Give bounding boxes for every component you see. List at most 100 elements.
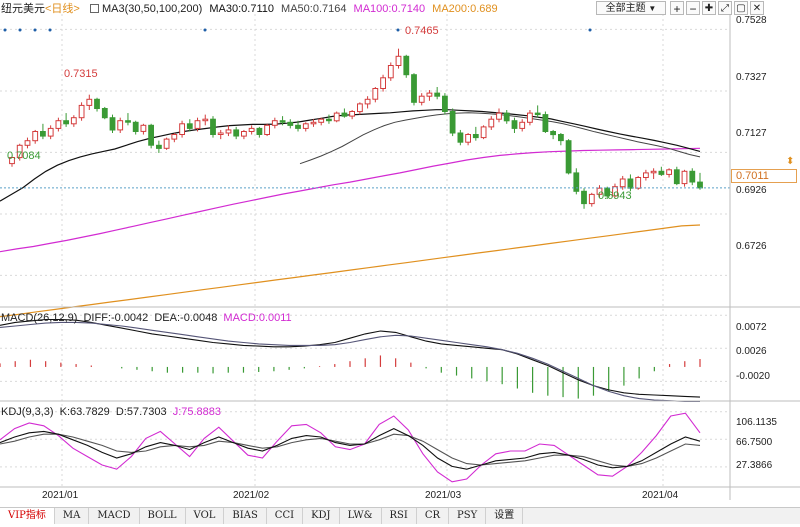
symbol-title: 纽元美元<日线> — [1, 2, 80, 16]
ma100-line — [0, 147, 701, 253]
current-price-tag: 0.7011 — [731, 169, 797, 183]
candle-up — [24, 140, 31, 146]
kdj-d-line — [0, 433, 701, 467]
candle-down — [156, 144, 162, 149]
candle-up — [55, 120, 62, 129]
ma30-value: MA30:0.7110 — [209, 3, 274, 15]
tab-vol[interactable]: VOL — [186, 508, 225, 524]
x-tick-label: 2021/04 — [642, 490, 679, 501]
tab-vip[interactable]: VIP指标 — [0, 508, 55, 524]
kdj-j-line — [0, 412, 701, 483]
current-price-value: 0.7011 — [736, 170, 769, 182]
candle-up — [47, 127, 54, 137]
tab-lw[interactable]: LW& — [340, 508, 382, 524]
window-icon[interactable]: ▢ — [734, 1, 748, 15]
event-marker-dot — [48, 28, 52, 32]
candle-up — [217, 132, 224, 135]
candle-down — [233, 129, 240, 137]
y-tick-label: 0.7327 — [736, 72, 767, 83]
tab-cr[interactable]: CR — [417, 508, 450, 524]
candle-up — [387, 65, 394, 79]
tab-kdj[interactable]: KDJ — [303, 508, 340, 524]
kdj-j-value: J:75.8883 — [172, 406, 222, 418]
candle-up — [666, 169, 673, 175]
low-annotation: 0.6943 — [598, 190, 632, 202]
zoom-out-button[interactable]: − — [686, 1, 700, 16]
candle-up — [635, 177, 642, 189]
event-marker-dot — [18, 28, 22, 32]
tab-bias[interactable]: BIAS — [224, 508, 267, 524]
kdj-y-tick: 27.3866 — [736, 460, 773, 471]
event-marker-dot — [203, 28, 207, 32]
candle-up — [179, 123, 185, 136]
tab-cci[interactable]: CCI — [267, 508, 304, 524]
candle-down — [210, 118, 216, 135]
candle-down — [256, 127, 263, 135]
candle-down — [434, 92, 441, 97]
candle-down — [550, 131, 557, 136]
candle-down — [689, 170, 696, 183]
candle-down — [627, 178, 634, 189]
candle-down — [449, 111, 456, 134]
kdj-layer — [0, 412, 701, 483]
candle-up — [612, 186, 618, 197]
candle-down — [604, 187, 611, 197]
candle-up — [588, 193, 595, 205]
macd-dea-value: DEA:-0.0048 — [154, 312, 218, 324]
candle-down — [341, 112, 348, 117]
ma-legend-checkbox-icon[interactable] — [90, 4, 99, 13]
chevron-down-icon: ▼ — [648, 4, 657, 13]
zoom-in-button[interactable]: + — [670, 1, 684, 16]
candle-up — [496, 112, 502, 120]
tab-psy[interactable]: PSY — [449, 508, 487, 524]
candle-down — [403, 55, 410, 76]
kdj-legend: KDJ(9,3,3) K:63.7829 D:57.7303 J:75.8883 — [1, 405, 221, 419]
event-marker-dot — [396, 28, 400, 32]
candle-down — [697, 181, 703, 189]
macd-title: MACD(26,12,9) — [1, 312, 78, 324]
tab-macd[interactable]: MACD — [89, 508, 140, 524]
axis-layer — [0, 14, 800, 500]
x-tick-label: 2021/02 — [233, 490, 270, 501]
macd-y-tick: 0.0072 — [736, 322, 767, 333]
candle-down — [94, 98, 100, 110]
ma200-value: MA200:0.689 — [432, 3, 498, 15]
candle-down — [101, 108, 108, 119]
fullscreen-icon[interactable]: ⤢ — [718, 1, 732, 15]
candle-up — [465, 134, 472, 143]
candle-up — [318, 118, 325, 123]
candle-down — [63, 120, 70, 125]
indicator-tab-bar: VIP指标 MA MACD BOLL VOL BIAS CCI KDJ LW& … — [0, 507, 800, 524]
kdj-k-line — [0, 427, 701, 470]
candle-up — [519, 121, 526, 129]
candle-down — [279, 120, 286, 123]
tab-settings[interactable]: 设置 — [486, 508, 524, 524]
y-tick-label: 0.7127 — [736, 128, 767, 139]
price-arrow-icon: ⬍ — [786, 156, 795, 167]
kdj-d-value: D:57.7303 — [115, 406, 167, 418]
tab-rsi[interactable]: RSI — [382, 508, 417, 524]
tab-ma[interactable]: MA — [55, 508, 90, 524]
kdj-y-tick: 66.7500 — [736, 437, 773, 448]
crosshair-icon[interactable]: ✚ — [702, 1, 716, 15]
y-tick-label: 0.6726 — [736, 241, 767, 252]
candle-up — [202, 118, 209, 122]
candle-up — [117, 120, 124, 131]
close-icon[interactable]: ✕ — [750, 1, 764, 15]
tab-boll[interactable]: BOLL — [140, 508, 186, 524]
candle-down — [472, 134, 479, 139]
candle-up — [681, 170, 688, 185]
theme-dropdown[interactable]: 全部主题 ▼ — [596, 1, 666, 15]
candle-up — [364, 98, 371, 105]
candle-up — [372, 88, 379, 100]
period-label: <日线> — [45, 3, 80, 15]
candle-up — [596, 187, 603, 195]
candle-down — [132, 121, 139, 133]
candle-down — [148, 124, 154, 146]
candle-up — [194, 120, 201, 129]
candle-down — [40, 131, 46, 137]
candle-down — [658, 170, 665, 175]
candle-up — [426, 92, 433, 97]
candle-down — [287, 121, 294, 126]
candle-up — [171, 134, 178, 140]
